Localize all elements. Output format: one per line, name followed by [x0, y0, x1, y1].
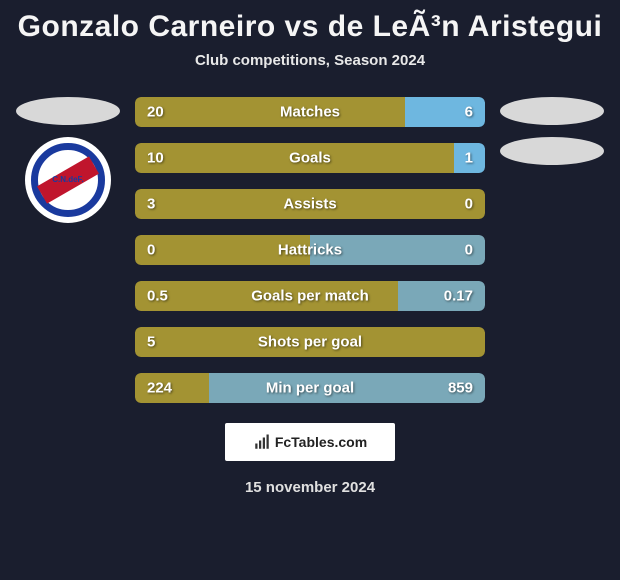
- stat-label: Hattricks: [278, 242, 342, 259]
- stat-value-right: 859: [448, 380, 473, 397]
- club-badge-placeholder-right: [500, 137, 604, 165]
- stat-bar: 0 0 Hattricks: [135, 235, 485, 265]
- page-title: Gonzalo Carneiro vs de LeÃ³n Aristegui: [0, 10, 620, 44]
- main-area: C.N.deF. 20 6 Matches 10 1 Goals 3 0 Assists 0 0 Ha…: [0, 97, 620, 403]
- stat-bar: 20 6 Matches: [135, 97, 485, 127]
- date-line: 15 november 2024: [0, 479, 620, 496]
- bar-left-segment: [135, 97, 405, 127]
- stat-label: Matches: [280, 104, 340, 121]
- left-player-column: C.N.deF.: [13, 97, 123, 223]
- stat-value-left: 20: [147, 104, 164, 121]
- comparison-infographic: Gonzalo Carneiro vs de LeÃ³n Aristegui C…: [0, 0, 620, 580]
- stat-value-right: 6: [465, 104, 473, 121]
- club-badge-text: C.N.deF.: [52, 176, 84, 184]
- player-photo-placeholder-left: [16, 97, 120, 125]
- stat-value-left: 5: [147, 334, 155, 351]
- stat-label: Goals per match: [251, 288, 369, 305]
- stat-value-left: 0: [147, 242, 155, 259]
- stat-label: Goals: [289, 150, 331, 167]
- stat-label: Assists: [283, 196, 336, 213]
- player-photo-placeholder-right: [500, 97, 604, 125]
- chart-icon: [253, 433, 271, 451]
- stat-value-right: 0.17: [444, 288, 473, 305]
- right-player-column: [497, 97, 607, 165]
- stat-value-left: 10: [147, 150, 164, 167]
- stat-bar: 3 0 Assists: [135, 189, 485, 219]
- stat-value-right: 1: [465, 150, 473, 167]
- club-badge-ring: C.N.deF.: [31, 143, 105, 217]
- stat-bar: 224 859 Min per goal: [135, 373, 485, 403]
- stat-bar: 10 1 Goals: [135, 143, 485, 173]
- stat-value-left: 3: [147, 196, 155, 213]
- brand-badge[interactable]: FcTables.com: [225, 423, 395, 461]
- stat-bars-column: 20 6 Matches 10 1 Goals 3 0 Assists 0 0 Hattricks 0.…: [135, 97, 485, 403]
- subtitle: Club competitions, Season 2024: [0, 52, 620, 69]
- stat-value-left: 0.5: [147, 288, 168, 305]
- club-badge-left: C.N.deF.: [25, 137, 111, 223]
- stat-bar: 0.5 0.17 Goals per match: [135, 281, 485, 311]
- stat-label: Shots per goal: [258, 334, 362, 351]
- stat-value-left: 224: [147, 380, 172, 397]
- stat-value-right: 0: [465, 196, 473, 213]
- stat-value-right: 0: [465, 242, 473, 259]
- stat-bar: 5 Shots per goal: [135, 327, 485, 357]
- brand-text: FcTables.com: [275, 434, 367, 450]
- stat-label: Min per goal: [266, 380, 354, 397]
